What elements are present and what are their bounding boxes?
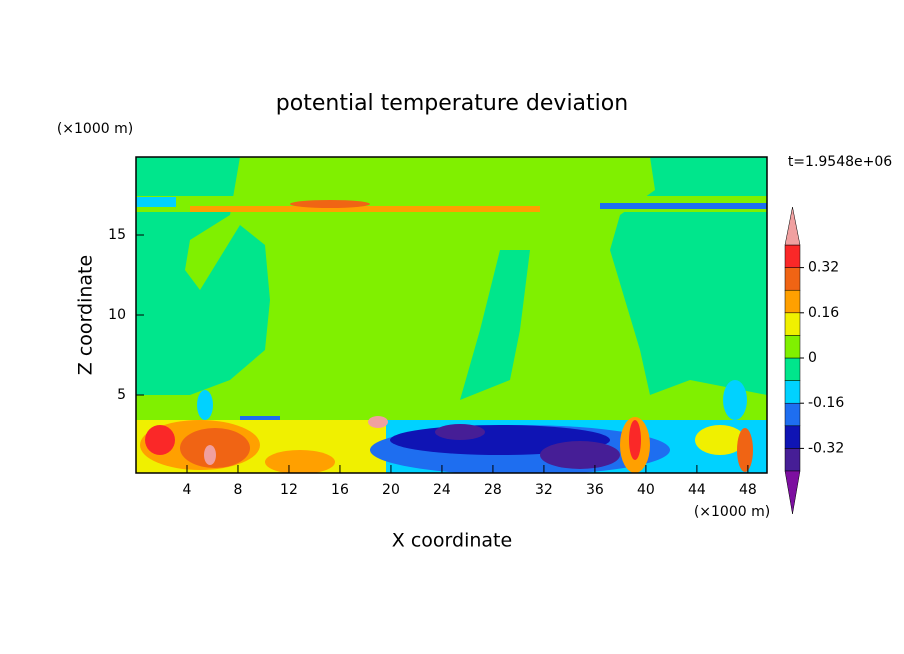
field-region xyxy=(197,390,213,420)
colorbar-box xyxy=(784,448,801,472)
colorbar-tick-label: 0.32 xyxy=(808,260,839,276)
field-region xyxy=(145,425,175,455)
x-tick-label: 24 xyxy=(433,482,451,498)
x-axis-label: X coordinate xyxy=(392,530,512,552)
colorbar-box xyxy=(784,312,801,336)
y-axis-label: Z coordinate xyxy=(75,255,97,375)
field-region xyxy=(629,420,641,460)
colorbar-box xyxy=(784,267,801,291)
y-tick-label: 5 xyxy=(117,387,126,403)
field-region xyxy=(204,445,216,465)
x-tick-label: 36 xyxy=(586,482,604,498)
colorbar-box xyxy=(784,357,801,381)
x-tick-label: 16 xyxy=(331,482,349,498)
field-region xyxy=(600,203,767,209)
colorbar-box xyxy=(784,335,801,359)
y-tick-label: 15 xyxy=(108,227,126,243)
x-tick-label: 32 xyxy=(535,482,553,498)
field-region xyxy=(695,425,745,455)
field-region xyxy=(723,380,747,420)
colorbar-tick-label: -0.32 xyxy=(808,440,844,456)
chart-title: potential temperature deviation xyxy=(276,91,628,116)
colorbar-box xyxy=(784,244,801,268)
field-region xyxy=(180,428,250,468)
x-tick-label: 8 xyxy=(234,482,243,498)
field-region xyxy=(265,450,335,473)
field-region xyxy=(290,200,370,208)
field-region xyxy=(460,250,530,400)
colorbar-box xyxy=(784,289,801,314)
colorbar-tick-label: 0 xyxy=(808,350,817,366)
x-unit: (×1000 m) xyxy=(694,504,770,520)
colorbar-box xyxy=(784,380,801,404)
field-region xyxy=(136,157,767,420)
x-tick-label: 4 xyxy=(183,482,192,498)
x-tick-label: 20 xyxy=(382,482,400,498)
x-tick-label: 40 xyxy=(637,482,655,498)
field-region xyxy=(540,441,620,469)
colorbar-box xyxy=(784,425,801,449)
colorbar-extension xyxy=(784,470,801,515)
x-tick-label: 44 xyxy=(688,482,706,498)
field-region xyxy=(240,416,280,420)
field-region xyxy=(190,206,540,212)
field-region xyxy=(435,424,485,440)
field-region xyxy=(136,197,176,207)
x-tick-label: 12 xyxy=(280,482,298,498)
field-region xyxy=(368,416,388,428)
colorbar-box xyxy=(784,402,801,427)
time-label: t=1.9548e+06 xyxy=(788,154,892,170)
x-tick-label: 48 xyxy=(739,482,757,498)
y-unit: (×1000 m) xyxy=(57,121,133,137)
colorbar-extension xyxy=(784,206,801,246)
colorbar-tick-label: -0.16 xyxy=(808,395,844,411)
colorbar-tick-label: 0.16 xyxy=(808,305,839,321)
x-tick-label: 28 xyxy=(484,482,502,498)
contour-field xyxy=(136,157,767,473)
field-region xyxy=(737,428,753,472)
y-tick-label: 10 xyxy=(108,307,126,323)
